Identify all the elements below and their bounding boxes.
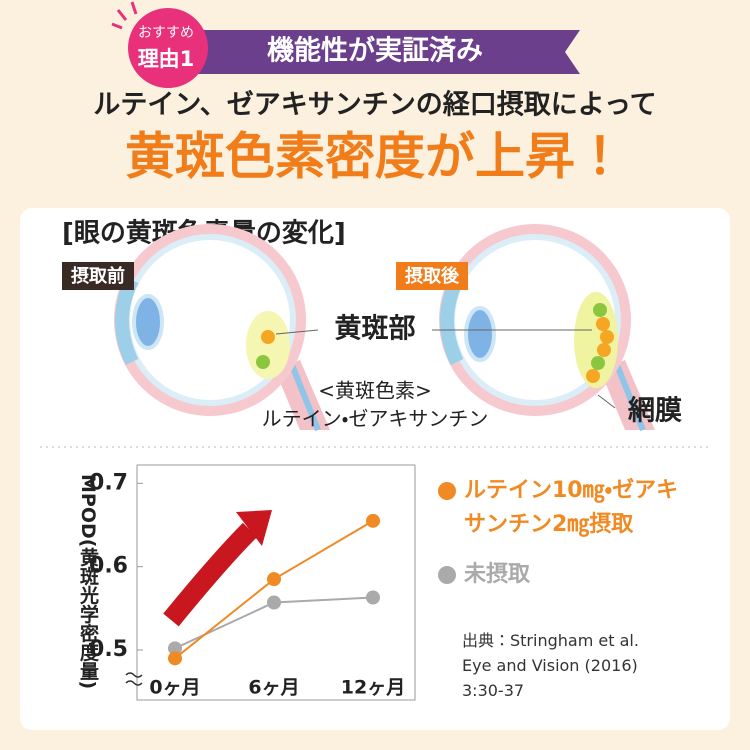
macula-label: 黄斑部: [335, 314, 416, 345]
x-tick-label: 12ヶ月: [341, 677, 405, 699]
source-line: 3:30-37: [462, 681, 525, 700]
ribbon-text: 機能性が実証済み: [267, 35, 483, 67]
y-tick-label: 0.5: [89, 637, 128, 662]
after-tag: [396, 262, 468, 290]
badge-sparks: [111, 1, 138, 30]
retina-label: 網膜: [627, 396, 682, 427]
trend-arrow: [163, 522, 258, 627]
legend: ルテイン10㎎・ゼアキサンチン2㎎摂取未摂取: [438, 474, 684, 592]
source-line: Eye and Vision (2016): [462, 656, 638, 675]
y-tick-label: 0.7: [89, 470, 128, 495]
legend-entry: ルテイン10㎎・ゼアキサンチン2㎎摂取: [438, 474, 684, 542]
pointer: [275, 329, 319, 335]
pointer: [597, 394, 616, 409]
axis-break: [125, 672, 143, 686]
before-tag: [62, 262, 134, 290]
point: [168, 651, 182, 666]
x-tick-label: 6ヶ月: [248, 677, 299, 699]
plot-frame: [136, 464, 416, 701]
point: [168, 641, 182, 656]
after-label: 摂取後: [405, 265, 460, 287]
point: [267, 572, 281, 587]
subtitle: ルテイン、ゼアキサンチンの経口摂取によって: [93, 90, 656, 121]
badge-top: おすすめ: [138, 25, 194, 41]
legend-entry: 未摂取: [438, 558, 684, 592]
legend-swatch: [438, 482, 456, 500]
trend-arrow-head: [236, 510, 272, 546]
point: [267, 595, 281, 610]
source: 出典：Stringham et al. Eye and Vision (2016…: [462, 628, 639, 703]
legend-swatch: [438, 566, 456, 584]
badge-bottom: 理由1: [138, 47, 195, 71]
headline: 黄斑色素密度が上昇！: [125, 128, 625, 186]
eye-after: [439, 224, 655, 432]
eye-before: [114, 224, 330, 432]
pigment-names: ルテイン・ゼアキサンチン: [262, 407, 489, 431]
before-label: 摂取前: [71, 265, 125, 287]
pigment-label: <黄斑色素>: [318, 379, 432, 403]
point: [366, 590, 380, 605]
source-line: 出典：Stringham et al.: [462, 631, 639, 650]
ribbon: [190, 30, 580, 74]
badge: [128, 8, 208, 88]
x-tick-label: 0ヶ月: [149, 677, 200, 699]
y-tick-label: 0.6: [89, 554, 128, 579]
y-axis-title: MPOD(黄斑光学密度量): [77, 474, 99, 690]
point: [366, 513, 380, 528]
